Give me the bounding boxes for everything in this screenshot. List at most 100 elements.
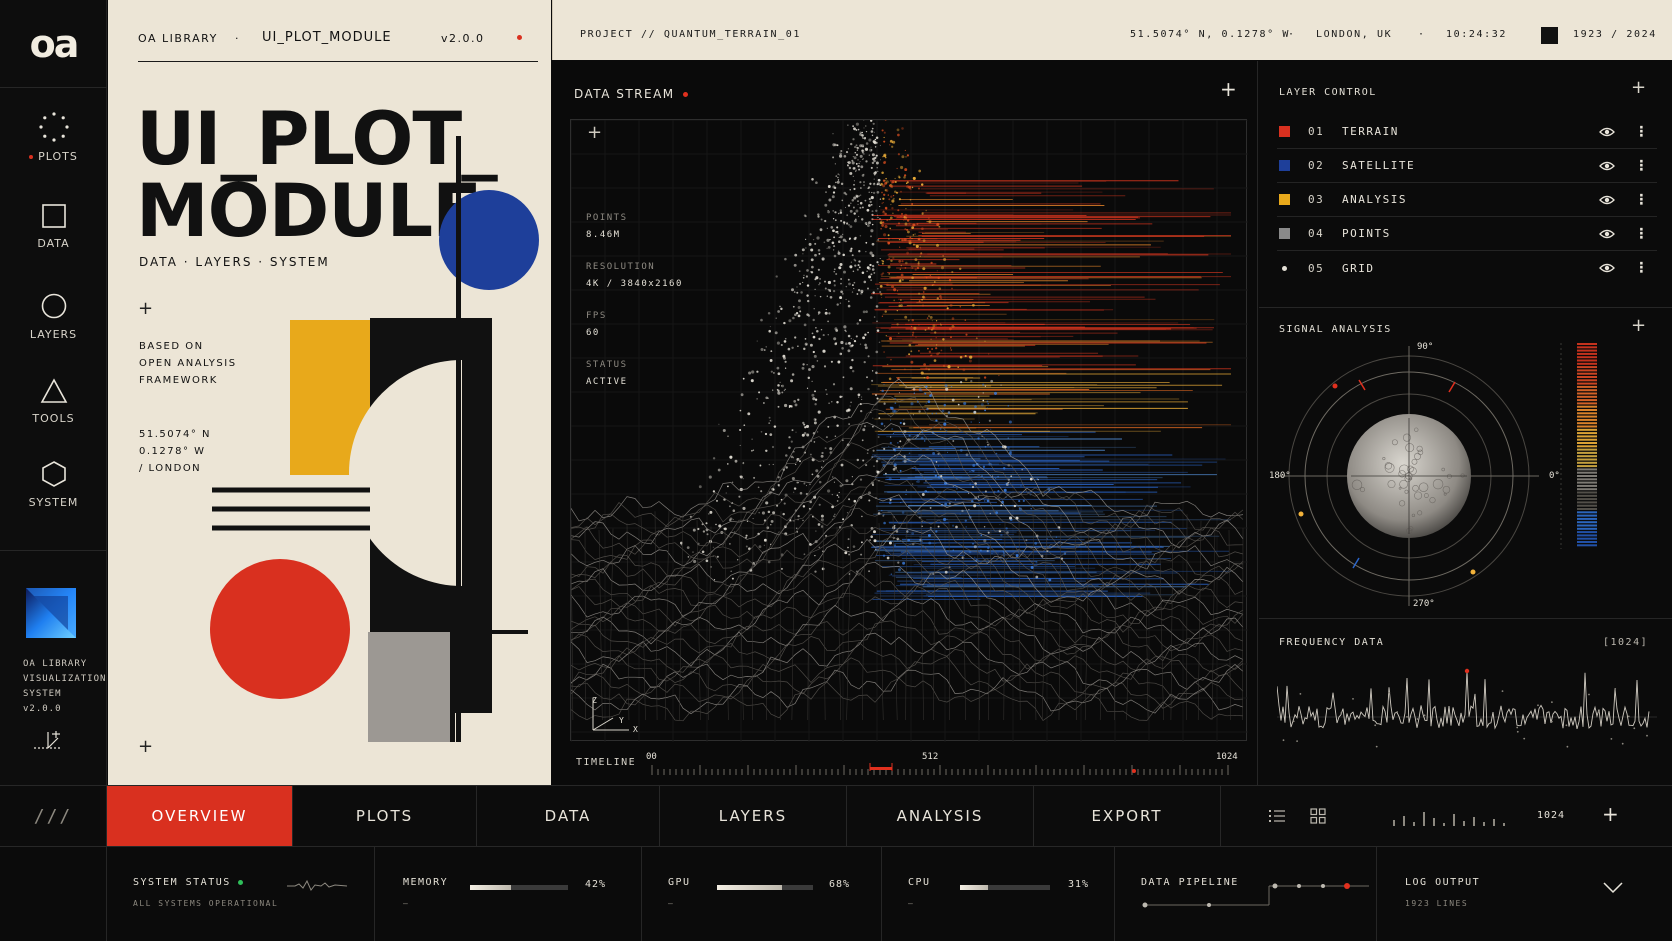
timeline-label: TIMELINE: [576, 757, 637, 768]
rail-item-plots[interactable]: PLOTS: [0, 112, 107, 163]
layer-color-swatch: [1279, 228, 1290, 239]
tab-analysis[interactable]: ANALYSIS: [847, 786, 1034, 846]
year-range: 1923 / 2024: [1573, 29, 1657, 40]
more-icon[interactable]: ⋮: [1634, 123, 1650, 140]
pipeline-diagram: [1142, 883, 1369, 908]
deg-270: 270°: [1413, 599, 1435, 609]
plot-canvas[interactable]: + POINTS 8.46M RESOLUTION 4K / 3840x2160…: [570, 119, 1248, 742]
menu-toggle-button[interactable]: ///: [0, 786, 107, 846]
header-sep: ·: [235, 32, 240, 45]
rail-label-layers: LAYERS: [29, 328, 78, 341]
cube-logo-icon: [26, 588, 76, 638]
plus-icon: +: [138, 298, 154, 319]
tab-overview[interactable]: OVERVIEW: [107, 786, 293, 846]
stat-label: FPS: [586, 311, 607, 321]
panel-divider: [1259, 307, 1672, 308]
signal-title: SIGNAL ANALYSIS: [1279, 324, 1392, 335]
cpu-dash: —: [908, 899, 915, 908]
layer-name: SATELLITE: [1342, 159, 1416, 172]
list-view-icon[interactable]: [1269, 808, 1285, 824]
based-line: OPEN ANALYSIS: [139, 358, 237, 369]
based-on-text: BASED ON OPEN ANALYSIS FRAMEWORK: [139, 338, 237, 389]
triangle-icon: [40, 378, 67, 403]
coord-line: 51.5074° N: [139, 429, 212, 440]
top-sep: ·: [1288, 29, 1296, 40]
status-pipeline: DATA PIPELINE: [1115, 847, 1377, 941]
memory-bar-fill: [470, 885, 512, 890]
log-label: LOG OUTPUT: [1405, 877, 1481, 888]
top-sep: ·: [1418, 29, 1426, 40]
chevron-down-icon[interactable]: [1602, 881, 1624, 895]
layer-color-swatch: [1282, 265, 1287, 271]
module-name: UI_PLOT_MODULE: [262, 30, 392, 45]
more-icon[interactable]: ⋮: [1634, 157, 1650, 174]
library-label: OA LIBRARY: [138, 32, 218, 45]
more-icon[interactable]: ⋮: [1634, 225, 1650, 242]
rail-divider: [0, 550, 107, 551]
layer-row[interactable]: 05 GRID ⋮: [1277, 251, 1657, 285]
system-info-line: OA LIBRARY: [23, 659, 88, 669]
grid-view-icon[interactable]: [1310, 808, 1326, 824]
version-dot: [517, 35, 522, 40]
cpu-bar: [960, 885, 1050, 890]
layer-number: 02: [1308, 159, 1325, 172]
add-view-button[interactable]: +: [1602, 802, 1619, 826]
rail-item-layers[interactable]: LAYERS: [0, 292, 107, 341]
add-signal-button[interactable]: +: [1631, 315, 1647, 336]
stat-label: POINTS: [586, 213, 628, 223]
top-status-bar: PROJECT // QUANTUM_TERRAIN_01 51.5074° N…: [552, 0, 1672, 60]
add-layer-button[interactable]: +: [1631, 77, 1647, 98]
eye-icon[interactable]: [1587, 263, 1627, 273]
coord-line: / LONDON: [139, 463, 202, 474]
terrain-plot: [571, 120, 1248, 742]
tab-layers[interactable]: LAYERS: [660, 786, 847, 846]
rail-item-system[interactable]: SYSTEM: [0, 460, 107, 509]
layer-row[interactable]: 01 TERRAIN ⋮: [1277, 115, 1657, 149]
signal-radar[interactable]: [1259, 331, 1672, 606]
eye-icon[interactable]: [1587, 195, 1627, 205]
rail-item-data[interactable]: DATA: [0, 203, 107, 250]
status-cpu: CPU — 31%: [882, 847, 1115, 941]
deg-90: 90°: [1417, 342, 1434, 352]
system-info: OA LIBRARY VISUALIZATION SYSTEM v2.0.0: [23, 657, 106, 717]
tab-plots[interactable]: PLOTS: [293, 786, 477, 846]
layer-number: 04: [1308, 227, 1325, 240]
layer-number: 05: [1308, 261, 1325, 275]
status-log[interactable]: LOG OUTPUT 1923 LINES: [1377, 847, 1672, 941]
layer-color-swatch: [1279, 160, 1290, 171]
eye-icon[interactable]: [1587, 127, 1627, 137]
axis-z-label: Z: [592, 696, 597, 705]
eye-icon[interactable]: [1587, 161, 1627, 171]
square-indicator: [1541, 27, 1558, 44]
layer-row[interactable]: 03 ANALYSIS ⋮: [1277, 183, 1657, 217]
stat-value: 60: [586, 328, 600, 338]
timeline-scrubber[interactable]: [644, 747, 1234, 777]
title-line-1: UI_PLOT_: [136, 97, 498, 182]
more-icon[interactable]: ⋮: [1634, 191, 1650, 208]
eye-icon[interactable]: [1587, 229, 1627, 239]
layer-row[interactable]: 04 POINTS ⋮: [1277, 217, 1657, 251]
more-icon[interactable]: ⋮: [1634, 260, 1650, 276]
deg-0: 0°: [1549, 471, 1560, 481]
gpu-bar: [717, 885, 813, 890]
tab-data[interactable]: DATA: [477, 786, 660, 846]
layer-control-title: LAYER CONTROL: [1279, 87, 1377, 98]
stat-label: RESOLUTION: [586, 262, 656, 272]
card-coordinates: 51.5074° N 0.1278° W / LONDON: [139, 426, 211, 477]
circle-icon: [41, 293, 66, 319]
rail-item-tools[interactable]: TOOLS: [0, 378, 107, 425]
frequency-count: [1024]: [1603, 637, 1649, 648]
app-logo: oa: [0, 0, 107, 88]
based-line: BASED ON: [139, 341, 204, 352]
frequency-title: FREQUENCY DATA: [1279, 637, 1385, 648]
plot-plus-icon: +: [587, 122, 603, 143]
dotted-circle-icon: [38, 112, 69, 142]
layer-name: POINTS: [1342, 227, 1391, 240]
add-panel-button[interactable]: +: [1220, 77, 1237, 101]
stat-value: 4K / 3840x2160: [586, 279, 683, 289]
location-label: LONDON, UK: [1316, 29, 1393, 40]
main-tab-bar: /// OVERVIEW PLOTS DATA LAYERS ANALYSIS …: [0, 785, 1672, 847]
frequency-waveform: [1277, 668, 1657, 748]
tab-export[interactable]: EXPORT: [1034, 786, 1221, 846]
layer-row[interactable]: 02 SATELLITE ⋮: [1277, 149, 1657, 183]
